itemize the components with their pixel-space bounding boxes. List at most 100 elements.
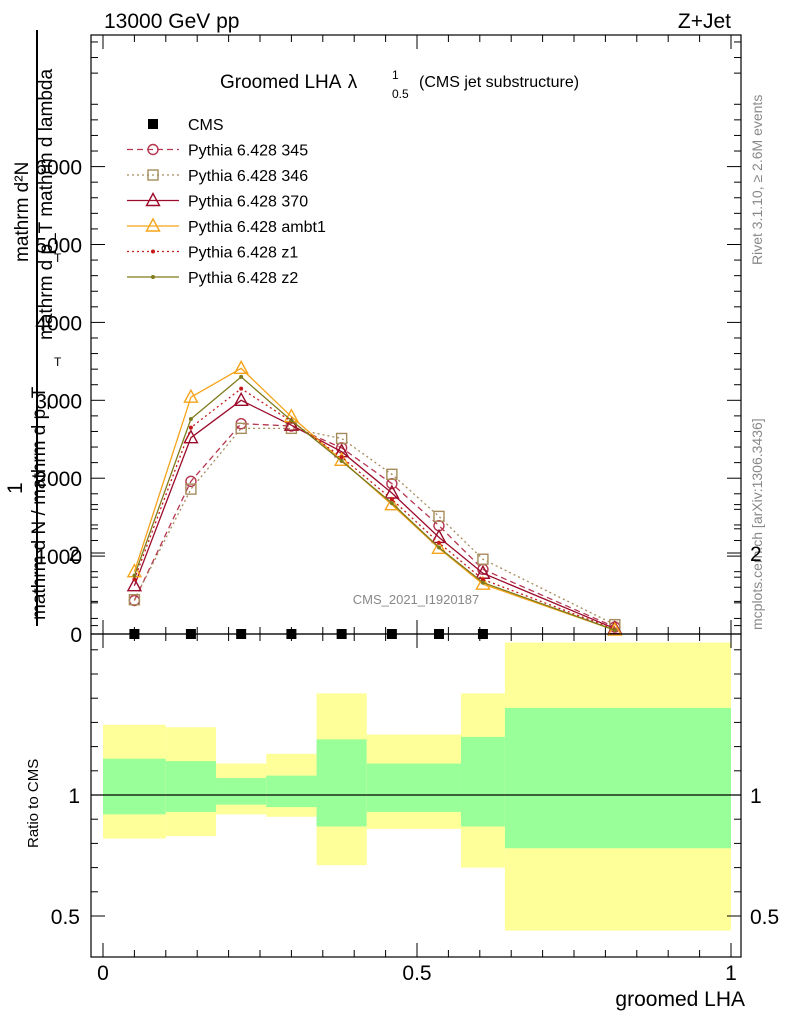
main-y-axis-label: mathrm d²N mathrm d p_T mathrm d lambda … xyxy=(4,30,62,626)
legend-label: Pythia 6.428 z1 xyxy=(188,245,298,262)
x-tick-labels: 0 0.5 1 xyxy=(97,962,737,985)
data-point xyxy=(183,388,199,403)
data-point xyxy=(132,573,137,578)
data-point xyxy=(612,628,617,633)
legend-label: Pythia 6.428 z2 xyxy=(188,270,298,287)
data-point xyxy=(389,501,394,506)
ratio-y-tick-label-right: 1 xyxy=(750,785,762,808)
inner-uncertainty-band xyxy=(266,775,317,808)
legend-label: Pythia 6.428 346 xyxy=(188,168,308,185)
legend-marker xyxy=(148,119,158,129)
legend-marker xyxy=(145,217,161,232)
legend-label: CMS xyxy=(188,117,224,134)
analysis-watermark: CMS_2021_I1920187 xyxy=(353,592,480,607)
inner-uncertainty-band xyxy=(316,739,367,827)
series-6 xyxy=(132,374,617,633)
ylabel-fragment-2: T xyxy=(54,251,62,265)
main-y-tick-label: 5000 xyxy=(35,235,82,258)
main-y-tick-label: 3000 xyxy=(35,390,82,413)
legend-entry: Pythia 6.428 370 xyxy=(127,192,308,211)
title-superscript: 1 xyxy=(392,68,399,82)
ylabel-fraction-bar xyxy=(36,30,38,626)
data-point xyxy=(477,553,489,565)
x-axis-label: groomed LHA xyxy=(615,988,745,1011)
data-point xyxy=(389,497,394,502)
legend-label: Pythia 6.428 370 xyxy=(188,194,308,211)
main-axis-ticks xyxy=(91,35,741,635)
main-y-tick-label: 6000 xyxy=(35,157,82,180)
series-line xyxy=(133,387,616,630)
ylabel-line-1: mathrm d²N xyxy=(12,162,33,262)
data-point xyxy=(188,425,193,430)
data-point xyxy=(185,475,197,488)
data-point xyxy=(436,540,441,545)
series-line xyxy=(133,399,616,630)
legend-label: Pythia 6.428 ambt1 xyxy=(188,219,326,236)
main-plot-panel: 0 1000 2000 3000 4000 5000 6000 CMS_2021_I1920… xyxy=(35,34,742,647)
inner-uncertainty-band xyxy=(417,763,461,812)
ratio-y-tick-label-left: 2 xyxy=(68,543,80,566)
legend-marker xyxy=(151,249,155,254)
legend-entry: Pythia 6.428 z2 xyxy=(127,270,298,287)
data-point xyxy=(128,594,141,606)
ratio-plot-panel: 0.5 0.51 12 2 0 0.5 1 Ratio to CMS groomed LH… xyxy=(25,504,779,1011)
data-point xyxy=(480,580,485,585)
main-y-tick-label: 2000 xyxy=(35,468,82,491)
inner-uncertainty-band xyxy=(504,707,731,849)
data-point xyxy=(126,577,143,592)
legend-entry: Pythia 6.428 345 xyxy=(127,143,308,160)
svg-text:Groomed LHA λ: Groomed LHA λ xyxy=(220,72,358,93)
ratio-axis-ticks xyxy=(91,504,741,957)
legend-marker xyxy=(151,275,155,279)
legend-entry: Pythia 6.428 346 xyxy=(127,168,308,185)
data-point xyxy=(431,539,447,555)
data-point xyxy=(339,455,344,460)
ratio-y-tick-label-left: 0.5 xyxy=(51,906,80,929)
x-tick-label: 0.5 xyxy=(402,962,431,985)
x-tick-label: 0 xyxy=(97,962,109,985)
chart-title: Groomed LHA λ 1 0.5 (CMS jet substructur… xyxy=(220,68,579,101)
ratio-y-tick-label-right: 2 xyxy=(750,543,762,566)
data-point xyxy=(188,416,193,421)
lambda-symbol: λ xyxy=(348,72,358,93)
legend: CMS Pythia 6.428 345 Pythia 6.428 346 Pythi… xyxy=(127,117,326,287)
inner-uncertainty-band xyxy=(216,778,267,805)
main-y-tick-label: 0 xyxy=(70,624,82,647)
series-3 xyxy=(126,391,623,635)
ratio-bands xyxy=(103,642,731,931)
chart-subtitle: (CMS jet substructure) xyxy=(419,74,579,91)
data-point xyxy=(239,386,244,391)
data-point xyxy=(235,422,247,435)
title-subscript: 0.5 xyxy=(392,87,409,101)
legend-marker xyxy=(147,169,159,181)
inner-uncertainty-band xyxy=(460,736,505,827)
x-tick-label: 1 xyxy=(725,962,737,985)
legend-marker xyxy=(145,192,161,207)
ylabel-line-3: 1 xyxy=(4,482,27,494)
data-point xyxy=(433,510,445,523)
data-point xyxy=(233,359,249,375)
data-point xyxy=(480,577,485,582)
ylabel-fragment-1: T xyxy=(54,355,62,369)
inner-uncertainty-band xyxy=(366,763,417,812)
data-point xyxy=(283,416,300,431)
legend-entry: Pythia 6.428 ambt1 xyxy=(127,217,326,236)
data-point xyxy=(384,496,400,511)
ratio-y-tick-label-right: 0.5 xyxy=(750,906,779,929)
inner-uncertainty-band xyxy=(165,761,217,812)
series-5 xyxy=(132,386,617,632)
data-point xyxy=(386,468,398,481)
data-point xyxy=(239,374,244,379)
legend-label: Pythia 6.428 345 xyxy=(188,143,308,160)
data-point xyxy=(185,483,197,495)
series-line xyxy=(133,367,616,631)
legend-marker xyxy=(147,143,159,156)
ylabel-line-2: mathrm d p_T mathrm d lambda xyxy=(36,69,57,340)
data-point xyxy=(289,418,294,423)
data-point xyxy=(132,577,137,582)
legend-entry: CMS xyxy=(148,117,224,134)
inner-uncertainty-band xyxy=(103,758,166,815)
main-y-tick-labels: 0 1000 2000 3000 4000 5000 6000 xyxy=(35,157,82,647)
series-line xyxy=(133,423,616,628)
rivet-version-label: Rivet 3.1.10, ≥ 2.6M events xyxy=(749,95,765,265)
